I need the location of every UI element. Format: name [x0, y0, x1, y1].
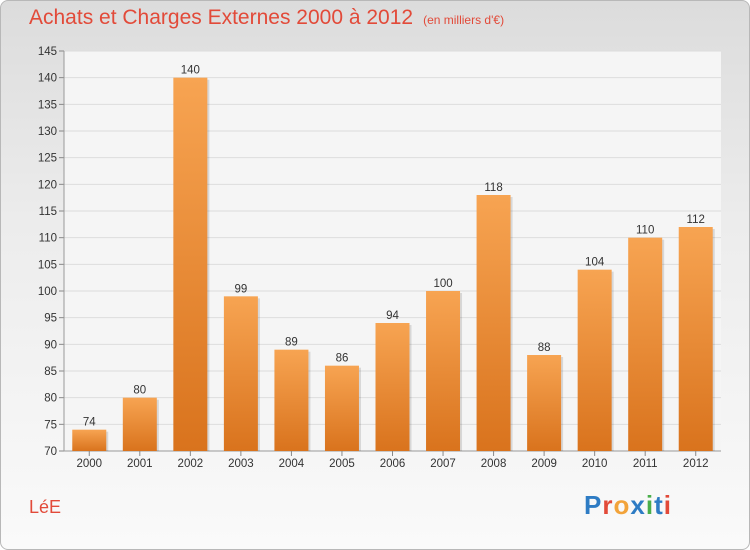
bar-value-label: 99 — [234, 283, 247, 295]
y-tick-label: 110 — [39, 233, 57, 245]
bar — [274, 349, 309, 451]
x-tick-label: 2002 — [178, 458, 204, 470]
bar — [577, 269, 612, 451]
logo-letter: i — [663, 490, 672, 520]
y-tick-label: 80 — [44, 393, 57, 405]
x-tick-label: 2011 — [633, 458, 658, 470]
y-tick-label: 145 — [38, 46, 57, 58]
x-tick-label: 2000 — [76, 458, 102, 470]
bar-value-label: 74 — [83, 417, 96, 429]
bar — [476, 195, 511, 451]
bar-value-label: 118 — [484, 182, 502, 194]
y-tick-label: 75 — [44, 419, 57, 431]
bar — [628, 237, 663, 451]
x-tick-label: 2012 — [683, 458, 709, 470]
bar — [375, 323, 410, 451]
logo-letter: x — [630, 490, 646, 520]
bar — [426, 291, 461, 451]
bar — [678, 227, 713, 451]
bar — [324, 365, 359, 451]
x-tick-label: 2001 — [127, 458, 153, 470]
bar — [527, 355, 562, 451]
bar-value-label: 112 — [687, 214, 705, 226]
bar-value-label: 86 — [336, 353, 349, 365]
chart-title: Achats et Charges Externes 2000 à 2012 — [29, 6, 414, 29]
y-tick-label: 135 — [38, 99, 57, 111]
y-tick-label: 70 — [44, 446, 57, 458]
y-tick-label: 130 — [38, 126, 57, 138]
x-tick-label: 2008 — [481, 458, 507, 470]
bar — [173, 77, 208, 452]
title-row: Achats et Charges Externes 2000 à 2012 (e… — [29, 6, 504, 30]
y-tick-label: 100 — [38, 286, 57, 298]
logo-letter: P — [584, 490, 603, 520]
logo-letter: t — [654, 490, 664, 520]
proxiti-logo: Proxiti — [584, 490, 672, 521]
chart-subtitle: (en milliers d'€) — [423, 13, 505, 27]
bar — [223, 296, 258, 451]
logo-letter: r — [602, 490, 614, 520]
bar-value-label: 104 — [585, 257, 605, 269]
y-tick-label: 120 — [38, 179, 57, 191]
bar — [72, 429, 107, 451]
x-tick-label: 2005 — [329, 458, 355, 470]
bar-value-label: 89 — [285, 337, 298, 349]
y-tick-label: 90 — [44, 339, 57, 351]
bar-value-label: 80 — [133, 385, 146, 397]
y-tick-label: 85 — [44, 366, 57, 378]
x-tick-label: 2009 — [531, 458, 557, 470]
y-tick-label: 115 — [39, 206, 57, 218]
commune-name: LéE — [29, 497, 62, 517]
bar-value-label: 110 — [636, 225, 654, 237]
bar — [122, 397, 157, 451]
x-tick-label: 2006 — [380, 458, 406, 470]
logo-letter: o — [613, 490, 631, 520]
x-tick-label: 2003 — [228, 458, 254, 470]
y-tick-label: 140 — [38, 73, 57, 85]
x-tick-label: 2010 — [582, 458, 608, 470]
y-tick-label: 125 — [38, 153, 57, 165]
bar-value-label: 140 — [181, 65, 200, 77]
bar-value-label: 100 — [433, 278, 452, 290]
bar-value-label: 94 — [386, 310, 399, 322]
y-tick-label: 95 — [44, 313, 57, 325]
x-tick-label: 2004 — [279, 458, 305, 470]
logo-letter: i — [645, 490, 655, 520]
bar-value-label: 88 — [538, 342, 551, 354]
x-tick-label: 2007 — [430, 458, 456, 470]
y-tick-label: 105 — [38, 259, 57, 271]
